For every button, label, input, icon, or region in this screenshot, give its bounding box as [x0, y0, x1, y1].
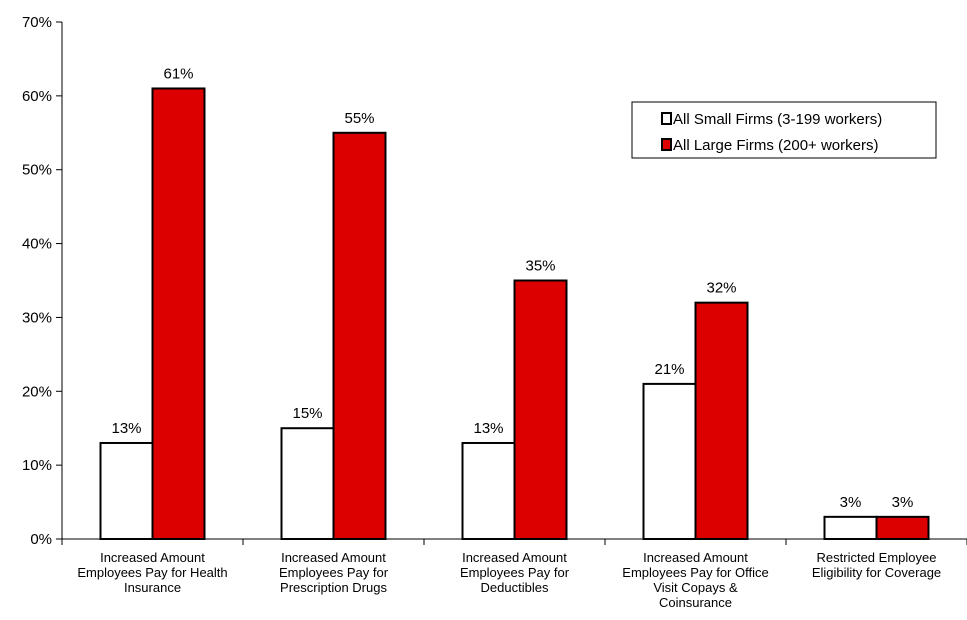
y-tick-label: 20% — [22, 383, 52, 400]
data-label: 21% — [654, 361, 684, 378]
data-label: 13% — [473, 420, 503, 437]
legend-swatch — [661, 138, 672, 151]
bar — [694, 301, 749, 540]
bar — [280, 427, 335, 541]
y-tick-label: 30% — [22, 309, 52, 326]
category-labels: Increased Amount Employees Pay for Health… — [77, 550, 941, 610]
bar — [823, 515, 878, 540]
bar — [151, 87, 206, 540]
category-label: Restricted Employee Eligibility for Cover… — [812, 550, 941, 580]
data-label: 32% — [706, 280, 736, 297]
legend-label: All Small Firms (3-199 workers) — [673, 111, 882, 128]
data-label: 3% — [892, 494, 914, 511]
data-label: 13% — [111, 420, 141, 437]
bar — [513, 279, 568, 540]
category-label: Increased Amount Employees Pay for Deducti… — [460, 550, 570, 595]
y-tick-label: 70% — [22, 14, 52, 31]
data-label: 55% — [344, 110, 374, 127]
legend: All Small Firms (3-199 workers) All Large… — [631, 101, 937, 159]
legend-box — [631, 101, 937, 159]
y-tick-label: 0% — [30, 531, 52, 548]
legend-swatch — [661, 112, 672, 125]
bars — [99, 87, 930, 541]
y-tick-label: 60% — [22, 88, 52, 105]
y-tick-label: 40% — [22, 236, 52, 253]
category-label: Increased Amount Employees Pay for Health… — [77, 550, 227, 595]
bar — [461, 441, 516, 540]
data-label: 15% — [292, 405, 322, 422]
y-tick-label: 50% — [22, 162, 52, 179]
y-tick-label: 10% — [22, 457, 52, 474]
bar — [99, 441, 154, 540]
axes: 0% 10% 20% 30% 40% 50% 60% 70% — [22, 14, 967, 548]
bar — [875, 515, 930, 540]
data-labels: 13% 61% 15% 55% 13% 35% 21% 32% 3% 3% — [111, 65, 913, 510]
category-label: Increased Amount Employees Pay for Prescri… — [279, 550, 389, 595]
bar — [332, 131, 387, 541]
category-label: Increased Amount Employees Pay for Office… — [622, 550, 768, 610]
data-label: 61% — [163, 65, 193, 82]
data-label: 35% — [525, 258, 555, 275]
legend-label: All Large Firms (200+ workers) — [673, 137, 878, 154]
bar — [642, 382, 697, 540]
data-label: 3% — [840, 494, 862, 511]
